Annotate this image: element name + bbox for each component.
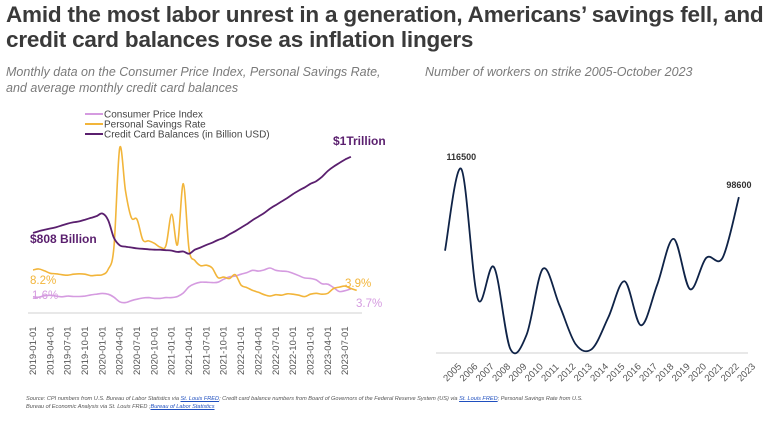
source-text-3: ; Personal Savings Rate from U.S. Bureau… (26, 396, 583, 410)
left-x-tick-label: 2023-07-01 (340, 326, 351, 375)
left-x-tick-label: 2022-10-01 (288, 326, 299, 375)
left-x-tick-label: 2020-10-01 (149, 326, 160, 375)
strikes-data-label: 116500 (447, 152, 477, 162)
right-x-tick-label: 2023 (735, 361, 758, 384)
savings-line (32, 145, 357, 298)
source-link-bls[interactable]: Bureau of Labor Statistics (150, 404, 215, 410)
left-x-tick-label: 2019-07-01 (63, 326, 74, 375)
savings-start-label: 8.2% (30, 275, 56, 287)
strikes-data-label: 98600 (726, 180, 751, 190)
credit-line (32, 155, 352, 255)
left-chart-subtitle: Monthly data on the Consumer Price Index… (6, 65, 381, 95)
left-x-tick-label: 2023-04-01 (323, 326, 334, 375)
legend-label-cpi: Consumer Price Index (104, 110, 203, 121)
left-x-tick-label: 2020-04-01 (115, 326, 126, 375)
left-x-tick-label: 2021-10-01 (219, 326, 230, 375)
left-x-tick-label: 2022-07-01 (271, 326, 282, 375)
left-x-tick-label: 2023-01-01 (305, 326, 316, 375)
source-text-2: ; Credit card balance numbers from Board… (219, 396, 460, 402)
right-chart-subtitle: Number of workers on strike 2005-October… (425, 65, 693, 79)
credit-start-label: $808 Billion (30, 232, 97, 246)
left-x-tick-label: 2021-01-01 (167, 326, 178, 375)
savings-end-label: 3.9% (345, 278, 371, 290)
cpi-end-label: 3.7% (356, 298, 382, 310)
cpi-line (32, 267, 352, 304)
left-x-tick-label: 2019-04-01 (45, 326, 56, 375)
credit-end-label: $1Trillion (333, 134, 386, 148)
left-x-tick-label: 2019-01-01 (28, 326, 39, 375)
source-note: Source: CPI numbers from U.S. Bureau of … (26, 395, 586, 411)
cpi-start-label: 1.6% (32, 290, 58, 302)
left-x-tick-label: 2019-10-01 (80, 326, 91, 375)
left-x-tick-label: 2020-07-01 (132, 326, 143, 375)
left-x-tick-label: 2021-04-01 (184, 326, 195, 375)
left-x-tick-label: 2022-01-01 (236, 326, 247, 375)
legend-label-savings: Personal Savings Rate (104, 120, 206, 131)
left-x-tick-label: 2021-07-01 (201, 326, 212, 375)
left-x-tick-label: 2020-01-01 (97, 326, 108, 375)
source-link-fred-credit[interactable]: St. Louis FRED (459, 396, 498, 402)
source-link-fred-cpi[interactable]: St. Louis FRED (180, 396, 220, 402)
source-text-1: Source: CPI numbers from U.S. Bureau of … (26, 396, 181, 402)
legend-label-credit: Credit Card Balances (in Billion USD) (104, 130, 270, 141)
left-x-tick-label: 2022-04-01 (253, 326, 264, 375)
page-title: Amid the most labor unrest in a generati… (6, 2, 764, 52)
strikes-line (444, 167, 740, 355)
